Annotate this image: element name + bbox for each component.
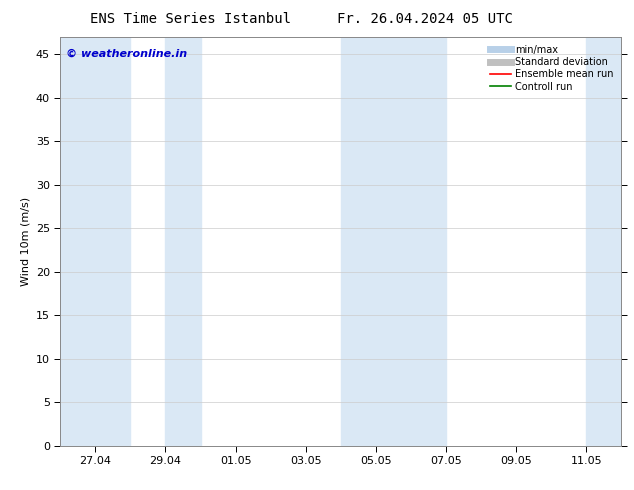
Y-axis label: Wind 10m (m/s): Wind 10m (m/s) xyxy=(20,197,30,286)
Bar xyxy=(165,37,200,446)
Bar xyxy=(341,37,446,446)
Text: ENS Time Series Istanbul: ENS Time Series Istanbul xyxy=(89,12,291,26)
Legend: min/max, Standard deviation, Ensemble mean run, Controll run: min/max, Standard deviation, Ensemble me… xyxy=(487,42,616,95)
Text: Fr. 26.04.2024 05 UTC: Fr. 26.04.2024 05 UTC xyxy=(337,12,513,26)
Bar xyxy=(586,37,621,446)
Bar xyxy=(60,37,131,446)
Text: © weatheronline.in: © weatheronline.in xyxy=(66,49,187,59)
